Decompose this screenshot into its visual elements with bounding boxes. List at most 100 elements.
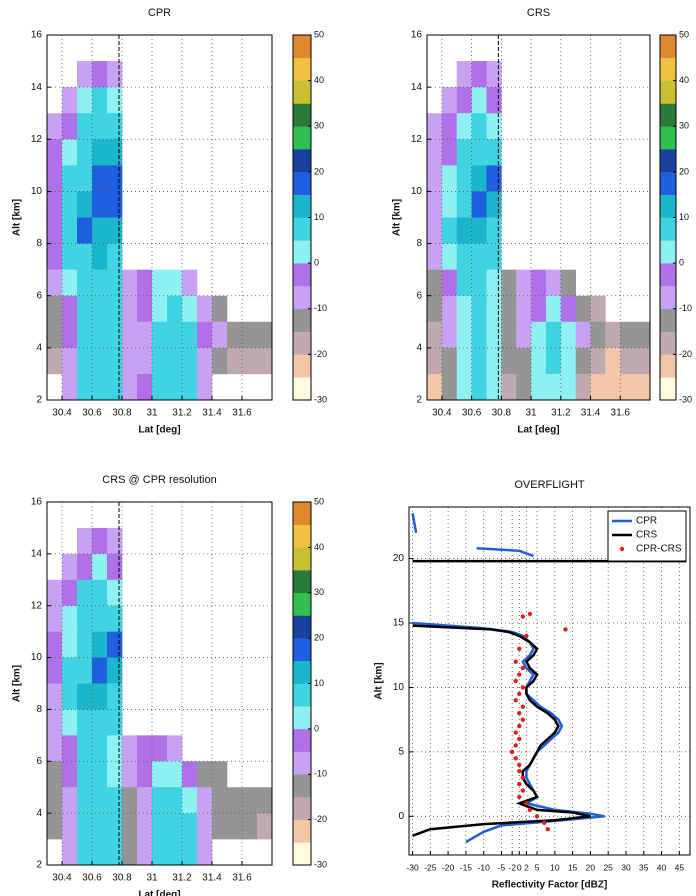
- heatmap-cell: [107, 113, 123, 140]
- heatmap-cell: [441, 113, 458, 140]
- heatmap-cell: [62, 217, 78, 244]
- diff-point: [517, 672, 522, 677]
- heatmap-cell: [242, 787, 258, 814]
- heatmap-cell: [62, 87, 78, 114]
- diff-point: [520, 717, 526, 722]
- heatmap-cell: [471, 191, 487, 218]
- x-tick-label: 30.8: [112, 873, 132, 884]
- colorbar-swatch: [660, 80, 676, 104]
- heatmap-cell: [137, 295, 153, 323]
- heatmap-cell: [122, 735, 138, 762]
- heatmap-cell: [47, 295, 63, 323]
- heatmap-cell: [456, 347, 472, 375]
- heatmap-cell: [197, 813, 213, 840]
- heatmap-cell: [92, 373, 108, 401]
- heatmap-cell: [47, 321, 63, 349]
- heatmap-cell: [486, 139, 502, 166]
- heatmap-cell: [77, 735, 93, 762]
- heatmap-cell: [167, 321, 183, 349]
- heatmap-cell: [62, 787, 78, 814]
- colorbar-swatch: [293, 502, 311, 525]
- heatmap-cell: [471, 61, 487, 88]
- heatmap-cell: [620, 373, 636, 401]
- heatmap-cell: [590, 321, 606, 349]
- heatmap-cell: [212, 347, 228, 375]
- heatmap-cell: [441, 217, 458, 244]
- colorbar-swatch: [660, 194, 676, 218]
- diff-point: [520, 665, 526, 671]
- chart-title: CRS @ CPR resolution: [102, 474, 216, 486]
- heatmap-cell: [531, 347, 547, 375]
- heatmap-cell: [486, 217, 502, 244]
- heatmap-cell: [560, 269, 576, 297]
- diff-point: [513, 678, 518, 684]
- y-tick-label: 8: [36, 238, 42, 249]
- heatmap-cell: [182, 839, 198, 866]
- y-axis-label: Alt [km]: [12, 199, 23, 236]
- heatmap-cell: [167, 787, 183, 814]
- x-tick-label: 31.4: [581, 408, 601, 419]
- heatmap-cell: [62, 165, 78, 192]
- x-tick-label: 40: [657, 862, 667, 872]
- heatmap-cell: [92, 813, 108, 840]
- heatmap-cell: [456, 269, 472, 297]
- heatmap-cell: [92, 217, 108, 244]
- heatmap-cell: [167, 269, 183, 297]
- colorbar-tick-label: -30: [314, 859, 327, 869]
- heatmap-cell: [590, 295, 606, 323]
- heatmap-cell: [107, 709, 123, 736]
- heatmap-cell: [545, 321, 562, 349]
- heatmap-cell: [182, 813, 198, 840]
- heatmap-cell: [197, 787, 213, 814]
- x-tick-label: -5: [498, 862, 506, 872]
- heatmap-cell: [212, 321, 228, 349]
- heatmap-cell: [92, 191, 108, 218]
- colorbar-swatch: [293, 660, 311, 684]
- legend-label: CPR: [636, 516, 657, 527]
- heatmap-cell: [486, 269, 502, 297]
- heatmap-cell: [92, 321, 108, 349]
- heatmap-cell: [107, 657, 123, 684]
- heatmap-cell: [427, 191, 443, 218]
- heatmap-cell: [635, 321, 651, 349]
- heatmap-cell: [47, 631, 63, 658]
- heatmap-cell: [167, 813, 183, 840]
- heatmap-cell: [257, 347, 273, 375]
- heatmap-cell: [516, 295, 532, 323]
- heatmap-cell: [77, 139, 93, 166]
- y-tick-label: 14: [31, 548, 43, 559]
- heatmap-cell: [486, 165, 502, 192]
- heatmap-cell: [62, 761, 78, 788]
- heatmap-cell: [545, 373, 562, 401]
- legend-swatch: [619, 546, 625, 552]
- heatmap-cell: [107, 191, 123, 218]
- heatmap-cell: [605, 321, 621, 349]
- heatmap-cell: [501, 321, 517, 349]
- heatmap-cell: [62, 605, 78, 632]
- colorbar-tick-label: -30: [314, 394, 327, 404]
- heatmap-cell: [107, 735, 123, 762]
- y-tick-label: 10: [411, 186, 423, 197]
- diff-point: [513, 743, 518, 748]
- heatmap-cell: [92, 683, 108, 710]
- y-tick-label: 12: [31, 134, 43, 145]
- heatmap-cell: [107, 243, 123, 270]
- colorbar-swatch: [660, 263, 676, 287]
- heatmap-cell: [77, 61, 93, 88]
- heatmap-cell: [257, 813, 273, 840]
- heatmap-cell: [62, 839, 78, 866]
- heatmap-cell: [107, 269, 123, 297]
- colorbar-swatch: [660, 240, 676, 264]
- x-tick-label: 31.6: [232, 873, 252, 884]
- heatmap-cell: [107, 321, 123, 349]
- y-tick-label: 16: [31, 30, 43, 41]
- y-tick-label: 15: [393, 618, 405, 629]
- heatmap-cell: [62, 243, 78, 270]
- x-tick-label: 20: [586, 862, 596, 872]
- colorbar-swatch: [660, 217, 676, 241]
- colorbar-tick-label: 0: [314, 258, 319, 268]
- heatmap-cell: [62, 657, 78, 684]
- heatmap-cell: [441, 243, 458, 270]
- heatmap-cell: [516, 321, 532, 349]
